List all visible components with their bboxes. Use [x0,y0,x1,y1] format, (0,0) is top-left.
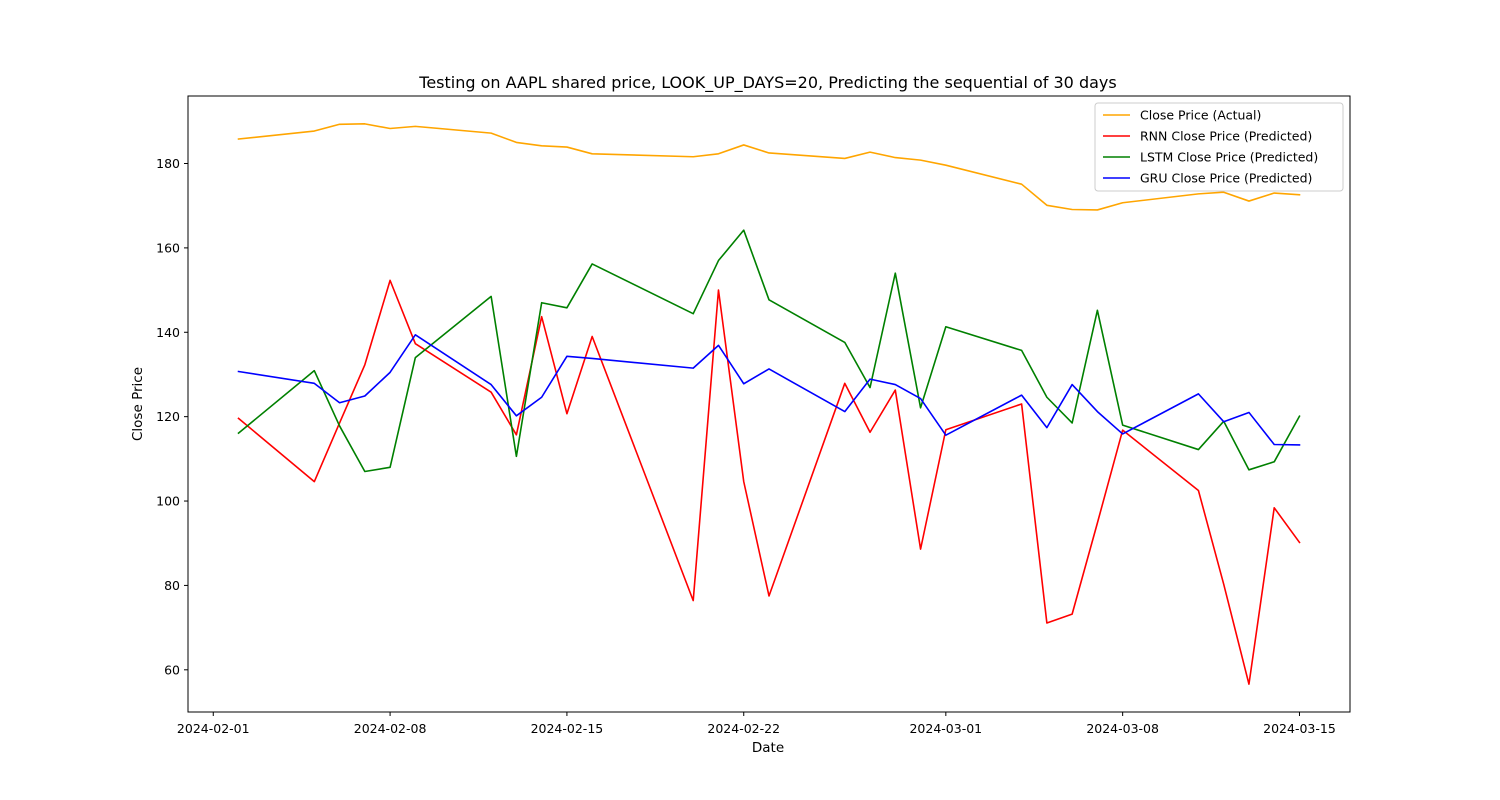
legend-box [1094,102,1344,192]
legend-label-3: GRU Close Price (Predicted) [1140,171,1312,186]
legend: Close Price (Actual) RNN Close Price (Pre… [1094,102,1344,192]
x-tick-label: 2024-03-01 [909,721,982,736]
legend-label-0: Close Price (Actual) [1140,108,1261,123]
x-tick-label: 2024-03-08 [1086,721,1159,736]
x-tick-label: 2024-02-01 [177,721,250,736]
series-lines [237,123,1301,685]
y-tick-label: 100 [156,494,180,509]
y-tick-label: 180 [156,156,180,171]
y-tick-label: 120 [156,409,180,424]
legend-label-1: RNN Close Price (Predicted) [1140,129,1312,144]
chart-title: Testing on AAPL shared price, LOOK_UP_DA… [418,73,1116,93]
x-axis: 2024-02-01 2024-02-08 2024-02-15 2024-02-22… [177,712,1336,736]
series-line-3 [237,334,1301,446]
y-axis: 60 80 100 120 140 160 180 [156,156,188,677]
y-axis-label: Close Price [130,367,146,441]
x-tick-label: 2024-02-22 [707,721,780,736]
x-tick-label: 2024-02-08 [354,721,427,736]
series-line-0 [237,123,1301,211]
series-line-2 [237,229,1301,473]
plot-area [187,95,1351,713]
x-tick-label: 2024-02-15 [531,721,604,736]
x-axis-label: Date [752,740,784,756]
x-tick-label: 2024-03-15 [1263,721,1336,736]
y-tick-label: 80 [164,578,180,593]
y-tick-label: 140 [156,325,180,340]
y-tick-label: 60 [164,662,180,677]
y-tick-label: 160 [156,240,180,255]
plot-frame [187,95,1351,713]
series-line-1 [237,279,1301,685]
legend-label-2: LSTM Close Price (Predicted) [1140,150,1318,165]
